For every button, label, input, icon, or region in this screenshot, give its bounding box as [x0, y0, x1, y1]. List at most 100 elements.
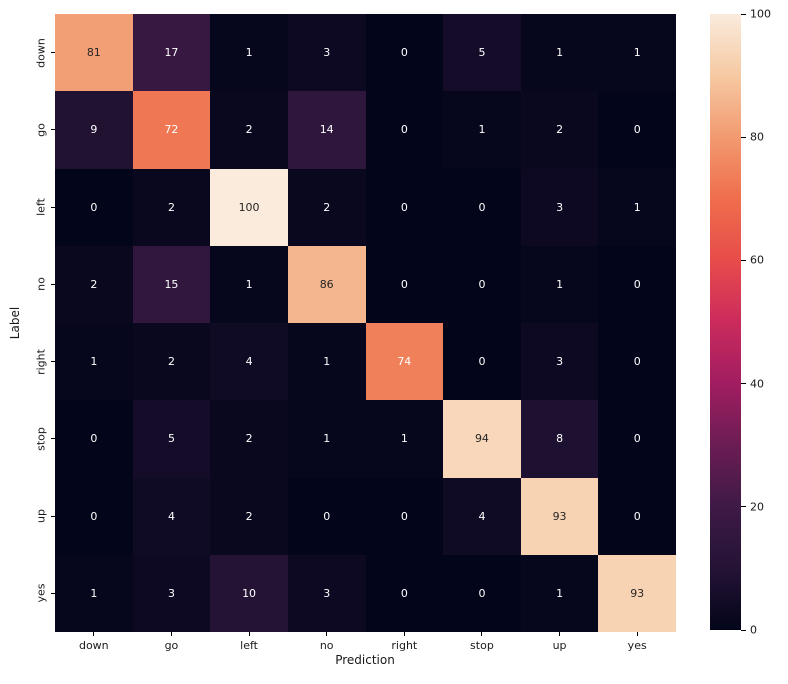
heatmap-cell: 0 [598, 91, 676, 169]
heatmap-cell: 5 [132, 400, 211, 478]
colorbar-tick-mark [741, 259, 746, 261]
heatmap-cell: 5 [443, 14, 521, 92]
y-tick-label: left [34, 198, 48, 217]
heatmap-cell: 1 [443, 91, 521, 169]
heatmap-cell: 0 [443, 323, 521, 401]
x-tick-mark [326, 632, 328, 636]
heatmap-cell: 2 [210, 477, 288, 555]
heatmap-cell: 0 [287, 477, 366, 555]
colorbar-tick-mark [741, 383, 746, 385]
heatmap-cell: 1 [210, 245, 288, 323]
x-tick-label: yes [627, 639, 647, 652]
heatmap-cell: 0 [365, 168, 444, 246]
heatmap-cell: 72 [132, 91, 211, 169]
colorbar-tick-label: 20 [750, 500, 764, 514]
x-tick-label: down [78, 639, 109, 652]
y-tick-mark [51, 592, 55, 594]
heatmap-cell: 4 [210, 323, 288, 401]
heatmap-cell: 1 [55, 554, 133, 632]
y-tick-mark [51, 515, 55, 517]
heatmap-cell: 2 [210, 400, 288, 478]
heatmap-cell: 81 [55, 14, 133, 92]
heatmap-cell: 8 [520, 400, 599, 478]
x-tick-mark [170, 632, 172, 636]
x-tick-mark [481, 632, 483, 636]
heatmap-cell: 14 [287, 91, 366, 169]
heatmap-cell: 1 [210, 14, 288, 92]
x-tick-mark [93, 632, 95, 636]
heatmap-cell: 0 [598, 245, 676, 323]
y-tick-mark [51, 361, 55, 363]
heatmap-cell: 17 [132, 14, 211, 92]
heatmap-cell: 1 [598, 14, 676, 92]
heatmap-cell: 0 [365, 554, 444, 632]
y-tick-label: go [34, 123, 48, 137]
x-tick-mark [248, 632, 250, 636]
y-tick-label: right [34, 348, 48, 375]
x-tick-mark [636, 632, 638, 636]
x-tick-mark [403, 632, 405, 636]
heatmap-cell: 1 [55, 323, 133, 401]
x-tick-label: stop [470, 639, 494, 652]
y-tick-mark [51, 129, 55, 131]
colorbar-tick-label: 80 [750, 130, 764, 144]
heatmap-cell: 93 [520, 477, 599, 555]
x-tick-label: go [164, 639, 179, 652]
y-tick-mark [51, 283, 55, 285]
colorbar-tick-label: 0 [750, 623, 757, 637]
y-tick-label: yes [34, 583, 48, 603]
y-tick-label: up [34, 509, 48, 524]
heatmap-cell: 10 [210, 554, 288, 632]
heatmap-cell: 1 [287, 400, 366, 478]
heatmap-cell: 2 [520, 91, 599, 169]
colorbar-tick-label: 60 [750, 253, 764, 267]
heatmap-cell: 0 [598, 323, 676, 401]
heatmap-cell: 2 [55, 245, 133, 323]
heatmap-cell: 0 [55, 168, 133, 246]
heatmap-cell: 4 [443, 477, 521, 555]
heatmap-cell: 74 [365, 323, 444, 401]
heatmap-cell: 15 [132, 245, 211, 323]
heatmap-cell: 0 [443, 245, 521, 323]
colorbar-tick-mark [741, 13, 746, 15]
heatmap-cell: 1 [598, 168, 676, 246]
x-tick-label: left [240, 639, 258, 652]
x-axis-title: Prediction [335, 653, 395, 667]
heatmap-cell: 1 [520, 245, 599, 323]
heatmap-cell: 0 [598, 477, 676, 555]
heatmap-cell: 93 [598, 554, 676, 632]
heatmap-cell: 3 [520, 168, 599, 246]
x-tick-label: up [552, 639, 567, 652]
heatmap-cell: 0 [365, 91, 444, 169]
heatmap-cell: 2 [132, 323, 211, 401]
heatmap-cell: 3 [132, 554, 211, 632]
heatmap-cell: 1 [520, 554, 599, 632]
y-tick-label: no [34, 277, 48, 292]
heatmap-cell: 9 [55, 91, 133, 169]
heatmap-cell: 0 [55, 400, 133, 478]
x-tick-label: right [391, 639, 418, 652]
heatmap-cell: 100 [210, 168, 288, 246]
heatmap-cell: 0 [55, 477, 133, 555]
heatmap-cell: 0 [598, 400, 676, 478]
heatmap-cell: 3 [520, 323, 599, 401]
colorbar [710, 14, 741, 630]
heatmap-cell: 1 [287, 323, 366, 401]
heatmap-cell: 0 [365, 245, 444, 323]
heatmap-cell: 0 [443, 168, 521, 246]
heatmap-cell: 1 [365, 400, 444, 478]
y-tick-mark [51, 438, 55, 440]
heatmap-cell: 1 [520, 14, 599, 92]
heatmap-cell: 2 [132, 168, 211, 246]
y-tick-mark [51, 206, 55, 208]
y-axis-title: Label [8, 306, 22, 340]
y-tick-mark [51, 52, 55, 54]
heatmap-cell: 2 [210, 91, 288, 169]
y-tick-label: stop [34, 426, 48, 451]
heatmap-cell: 2 [287, 168, 366, 246]
heatmap-cell: 86 [287, 245, 366, 323]
heatmap-grid: 81 17 1 3 0 5 1 1 9 72 2 14 0 1 2 0 0 2 100 2 0 0 3 1 2 15 1 86 0 0 1 0… [55, 14, 676, 632]
colorbar-tick-label: 40 [750, 377, 764, 391]
heatmap-cell: 0 [443, 554, 521, 632]
